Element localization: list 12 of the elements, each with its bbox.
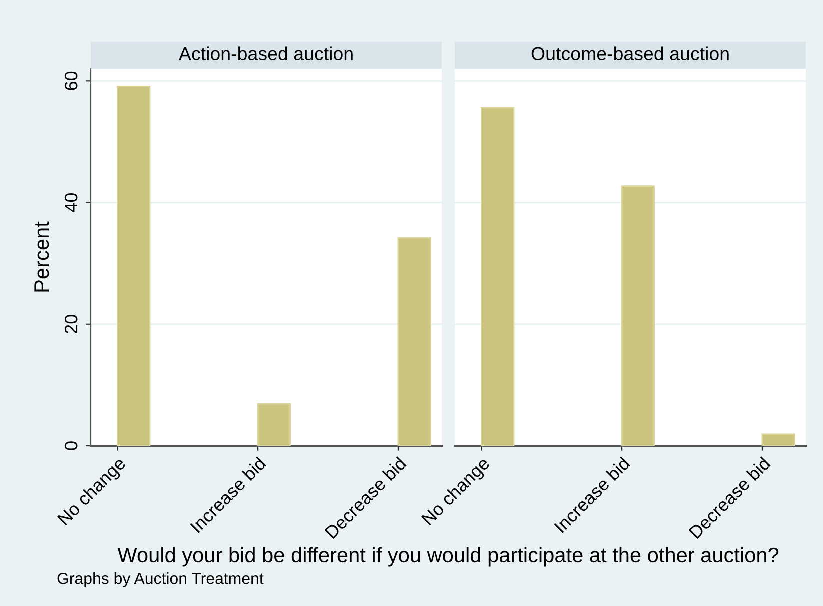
chart-title: Action-based auction [178,46,353,61]
bar [398,237,432,446]
y-tick-label: 0 [64,442,78,450]
bar [116,86,151,446]
text: Graphs by Auction Treatment [58,572,264,588]
y-tick-label: 40 [64,193,78,212]
x-axis-title: Would your bid be different if you would participate at the other auction? [118,547,779,567]
chart-title: Outcome-based auction [532,46,729,61]
y-axis-title: Percent [34,222,50,292]
y-tick-label: 60 [64,72,78,90]
y-tick-label: 20 [64,315,78,334]
bar [257,403,292,446]
